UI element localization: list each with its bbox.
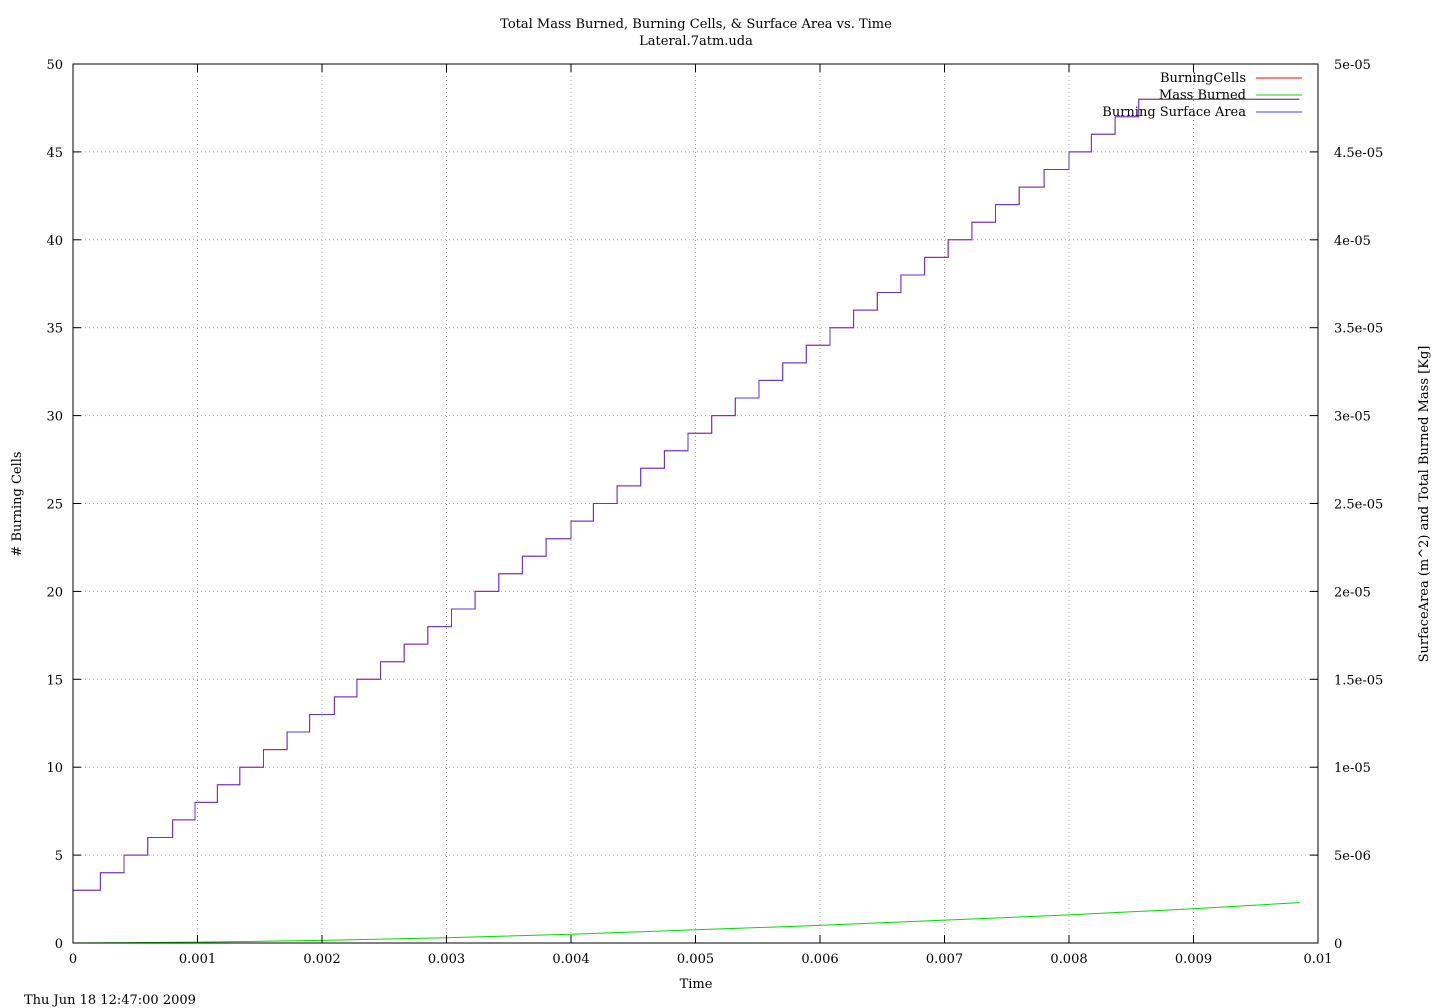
- ticks: 0 0.001 0.002 0.003 0.004 0.005 0.006 0.007 0.00…: [46, 58, 1383, 967]
- y-axis-label: # Burning Cells: [10, 451, 25, 556]
- mass-burned-line: [72, 902, 1300, 944]
- y2-tick-label: 5e-06: [1334, 849, 1371, 864]
- x-tick-label: 0.007: [926, 952, 963, 967]
- x-axis-label: Time: [680, 977, 713, 992]
- x-tick-label: 0.001: [179, 952, 216, 967]
- y-tick-label: 5: [55, 849, 63, 864]
- y-tick-label: 40: [46, 234, 63, 249]
- chart-title: Total Mass Burned, Burning Cells, & Surf…: [500, 17, 892, 32]
- legend-label-mass-burned: Mass Burned: [1159, 88, 1246, 103]
- x-tick-label: 0.002: [303, 952, 340, 967]
- y2-tick-label: 2e-05: [1334, 585, 1371, 600]
- x-tick-label: 0.006: [801, 952, 838, 967]
- x-tick-label: 0: [69, 952, 77, 967]
- y-tick-label: 50: [46, 58, 63, 73]
- y2-tick-label: 5e-05: [1334, 58, 1371, 73]
- y2-axis-label: SurfaceArea (m^2) and Total Burned Mass …: [1417, 346, 1432, 663]
- x-tick-label: 0.003: [428, 952, 465, 967]
- legend: BurningCells Mass Burned Burning Surface…: [1102, 71, 1302, 120]
- chart-subtitle: Lateral.7atm.uda: [639, 34, 753, 49]
- y2-tick-label: 4e-05: [1334, 234, 1371, 249]
- y2-tick-label: 1e-05: [1334, 761, 1371, 776]
- y-tick-label: 45: [46, 146, 63, 161]
- x-tick-label: 0.005: [677, 952, 714, 967]
- y2-tick-label: 0: [1334, 937, 1342, 952]
- y2-tick-label: 1.5e-05: [1334, 673, 1383, 688]
- y-tick-label: 25: [46, 498, 63, 513]
- legend-label-surface-area: Burning Surface Area: [1102, 105, 1246, 120]
- surface-area-line: [73, 98, 1300, 891]
- series-layer: [72, 98, 1300, 944]
- y-tick-label: 0: [55, 937, 63, 952]
- y-tick-label: 15: [46, 673, 63, 688]
- y2-tick-label: 2.5e-05: [1334, 498, 1383, 513]
- x-tick-label: 0.01: [1304, 952, 1333, 967]
- x-tick-label: 0.008: [1050, 952, 1087, 967]
- y2-tick-label: 3.5e-05: [1334, 322, 1383, 337]
- grid: [73, 64, 1318, 943]
- x-tick-label: 0.009: [1175, 952, 1212, 967]
- y-tick-label: 30: [46, 410, 63, 425]
- y2-tick-label: 3e-05: [1334, 410, 1371, 425]
- legend-label-burning-cells: BurningCells: [1160, 71, 1246, 86]
- y2-tick-label: 4.5e-05: [1334, 146, 1383, 161]
- y-tick-label: 35: [46, 322, 63, 337]
- y-tick-label: 10: [46, 761, 63, 776]
- timestamp: Thu Jun 18 12:47:00 2009: [24, 993, 196, 1008]
- x-tick-label: 0.004: [552, 952, 589, 967]
- y-tick-label: 20: [46, 585, 63, 600]
